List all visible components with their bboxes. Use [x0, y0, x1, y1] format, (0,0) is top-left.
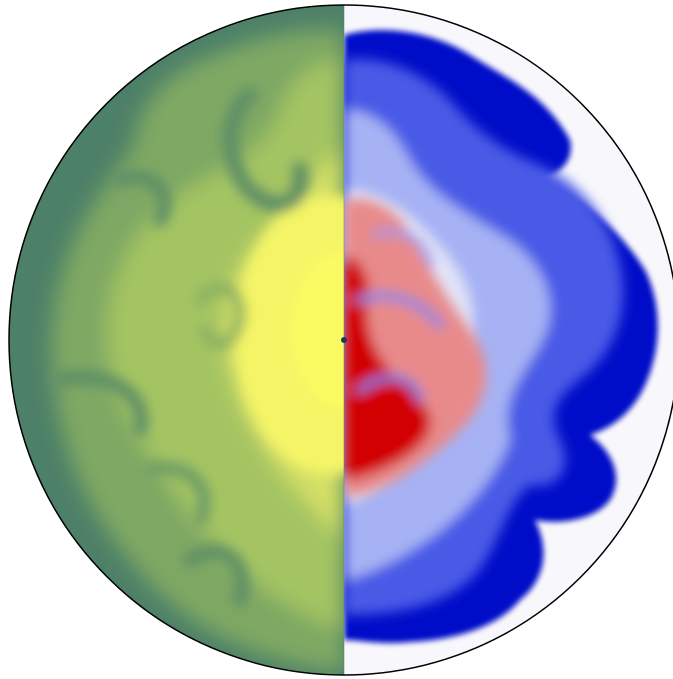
- left-half-field: [9, 5, 344, 675]
- disk-outline: [8, 4, 673, 676]
- right-half-field: [344, 5, 673, 675]
- center-marker: [341, 337, 347, 343]
